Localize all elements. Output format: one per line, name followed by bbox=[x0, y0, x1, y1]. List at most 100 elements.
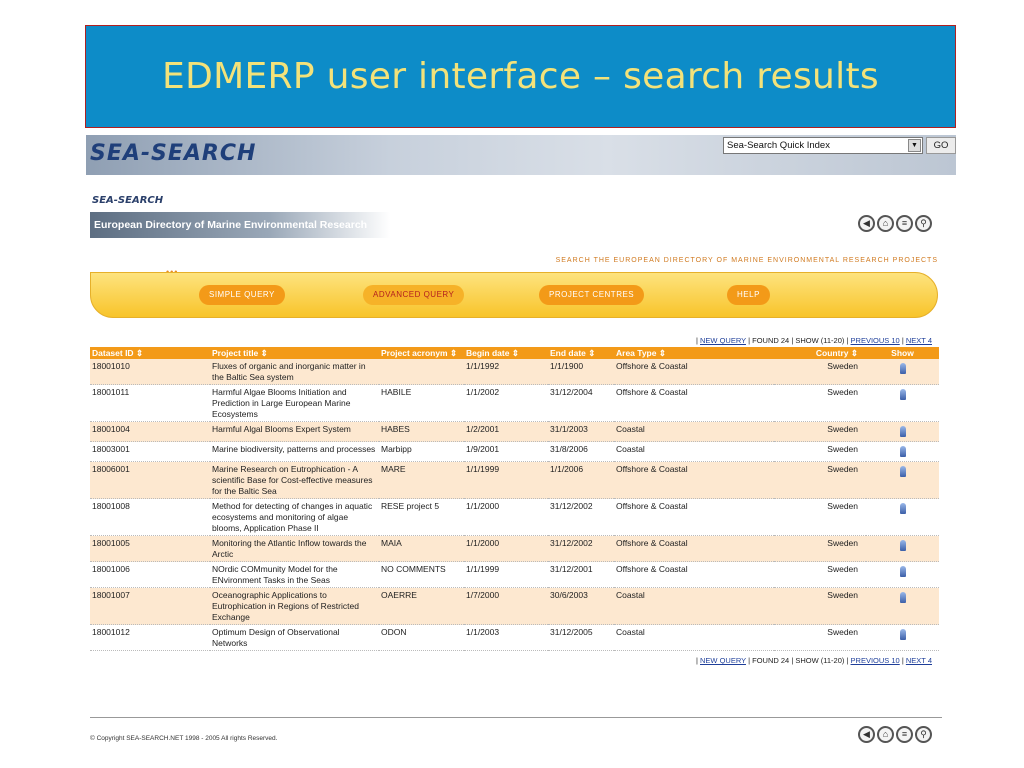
search-icon[interactable]: ⚲ bbox=[915, 215, 932, 232]
cell-end-date: 31/12/2005 bbox=[548, 624, 614, 651]
show-details-icon[interactable] bbox=[899, 540, 906, 551]
cell-area-type: Offshore & Coastal bbox=[614, 535, 774, 562]
table-row: 18001005 Monitoring the Atlantic Inflow t… bbox=[90, 535, 939, 562]
cell-end-date: 31/1/2003 bbox=[548, 421, 614, 442]
next-link[interactable]: NEXT 4 bbox=[905, 656, 932, 665]
menu-project-centres[interactable]: Project centres bbox=[539, 285, 645, 305]
col-area-type[interactable]: Area Type ⇕ bbox=[614, 347, 774, 359]
cell-area-type: Offshore & Coastal bbox=[614, 498, 774, 536]
col-dataset-id[interactable]: Dataset ID ⇕ bbox=[90, 347, 210, 359]
previous-link[interactable]: PREVIOUS 10 bbox=[850, 656, 900, 665]
sea-search-logo[interactable]: SEA-SEARCH bbox=[90, 141, 257, 166]
cell-area-type: Offshore & Coastal bbox=[614, 384, 774, 422]
show-details-icon[interactable] bbox=[899, 389, 906, 400]
col-project-acronym[interactable]: Project acronym ⇕ bbox=[379, 347, 464, 359]
cell-dataset-id: 18003001 bbox=[90, 441, 210, 462]
col-country[interactable]: Country ⇕ bbox=[774, 347, 866, 359]
cell-begin-date: 1/1/2000 bbox=[464, 535, 548, 562]
col-project-title[interactable]: Project title ⇕ bbox=[210, 347, 379, 359]
back-icon[interactable]: ◀ bbox=[858, 215, 875, 232]
show-details-icon[interactable] bbox=[899, 629, 906, 640]
cell-project-acronym bbox=[379, 359, 464, 385]
pager-separator: | bbox=[791, 656, 794, 665]
home-icon[interactable]: ⌂ bbox=[877, 726, 894, 743]
cell-country: Sweden bbox=[774, 384, 866, 422]
table-row: 18001012 Optimum Design of Observational … bbox=[90, 624, 939, 651]
cell-country: Sweden bbox=[774, 498, 866, 536]
slide-title-banner: EDMERP user interface – search results bbox=[85, 25, 956, 128]
main-menu: Simple query Advanced query Project cent… bbox=[90, 272, 938, 318]
pager-separator: | bbox=[695, 336, 698, 345]
cell-show bbox=[866, 535, 939, 562]
show-details-icon[interactable] bbox=[899, 592, 906, 603]
back-icon[interactable]: ◀ bbox=[858, 726, 875, 743]
cell-country: Sweden bbox=[774, 535, 866, 562]
previous-link[interactable]: PREVIOUS 10 bbox=[850, 336, 900, 345]
quick-index-select[interactable]: Sea-Search Quick Index ▼ bbox=[723, 137, 923, 154]
show-details-icon[interactable] bbox=[899, 566, 906, 577]
cell-dataset-id: 18006001 bbox=[90, 461, 210, 499]
cell-end-date: 31/12/2002 bbox=[548, 498, 614, 536]
go-button[interactable]: GO bbox=[926, 137, 956, 154]
cell-country: Sweden bbox=[774, 421, 866, 442]
cell-area-type: Offshore & Coastal bbox=[614, 561, 774, 588]
cell-project-title: Monitoring the Atlantic Inflow towards t… bbox=[210, 535, 379, 562]
cell-begin-date: 1/1/2000 bbox=[464, 498, 548, 536]
cell-dataset-id: 18001005 bbox=[90, 535, 210, 562]
menu-advanced-query[interactable]: Advanced query bbox=[363, 285, 465, 305]
new-query-link[interactable]: NEW QUERY bbox=[700, 336, 746, 345]
cell-show bbox=[866, 384, 939, 422]
cell-country: Sweden bbox=[774, 461, 866, 499]
cell-area-type: Offshore & Coastal bbox=[614, 461, 774, 499]
cell-area-type: Coastal bbox=[614, 441, 774, 462]
cell-project-acronym: HABES bbox=[379, 421, 464, 442]
cell-country: Sweden bbox=[774, 624, 866, 651]
cell-show bbox=[866, 359, 939, 385]
cell-show bbox=[866, 441, 939, 462]
cell-area-type: Coastal bbox=[614, 624, 774, 651]
contents-icon[interactable]: ≡ bbox=[896, 726, 913, 743]
cell-country: Sweden bbox=[774, 359, 866, 385]
cell-project-acronym: NO COMMENTS bbox=[379, 561, 464, 588]
table-row: 18001010 Fluxes of organic and inorganic … bbox=[90, 359, 939, 385]
new-query-link[interactable]: NEW QUERY bbox=[700, 656, 746, 665]
cell-end-date: 30/6/2003 bbox=[548, 587, 614, 625]
home-icon[interactable]: ⌂ bbox=[877, 215, 894, 232]
show-details-icon[interactable] bbox=[899, 363, 906, 374]
cell-area-type: Offshore & Coastal bbox=[614, 359, 774, 385]
tagline: Search the European Directory of Marine … bbox=[555, 257, 938, 264]
cell-area-type: Coastal bbox=[614, 587, 774, 625]
cell-show bbox=[866, 461, 939, 499]
show-details-icon[interactable] bbox=[899, 466, 906, 477]
cell-begin-date: 1/1/1992 bbox=[464, 359, 548, 385]
cell-begin-date: 1/1/1999 bbox=[464, 461, 548, 499]
pager-separator: | bbox=[901, 336, 904, 345]
menu-help[interactable]: Help bbox=[727, 285, 770, 305]
col-begin-date[interactable]: Begin date ⇕ bbox=[464, 347, 548, 359]
dropdown-arrow-icon[interactable]: ▼ bbox=[908, 139, 921, 152]
found-count: FOUND 24 bbox=[752, 336, 790, 345]
cell-end-date: 31/8/2006 bbox=[548, 441, 614, 462]
cell-project-acronym: HABILE bbox=[379, 384, 464, 422]
cell-dataset-id: 18001008 bbox=[90, 498, 210, 536]
nav-icons-top: ◀ ⌂ ≡ ⚲ bbox=[858, 215, 932, 232]
cell-end-date: 1/1/1900 bbox=[548, 359, 614, 385]
cell-show bbox=[866, 561, 939, 588]
col-end-date[interactable]: End date ⇕ bbox=[548, 347, 614, 359]
footer-divider bbox=[90, 717, 942, 718]
show-details-icon[interactable] bbox=[899, 446, 906, 457]
cell-project-title: Harmful Algae Blooms Initiation and Pred… bbox=[210, 384, 379, 422]
results-table: Dataset ID ⇕ Project title ⇕ Project acr… bbox=[90, 347, 939, 651]
directory-title: European Directory of Marine Environment… bbox=[90, 212, 390, 257]
cell-begin-date: 1/1/1999 bbox=[464, 561, 548, 588]
contents-icon[interactable]: ≡ bbox=[896, 215, 913, 232]
cell-project-acronym: MARE bbox=[379, 461, 464, 499]
search-icon[interactable]: ⚲ bbox=[915, 726, 932, 743]
next-link[interactable]: NEXT 4 bbox=[905, 336, 932, 345]
menu-simple-query[interactable]: Simple query bbox=[199, 285, 285, 305]
show-details-icon[interactable] bbox=[899, 503, 906, 514]
cell-begin-date: 1/2/2001 bbox=[464, 421, 548, 442]
table-header-row: Dataset ID ⇕ Project title ⇕ Project acr… bbox=[90, 347, 939, 359]
cell-project-title: Fluxes of organic and inorganic matter i… bbox=[210, 359, 379, 385]
show-details-icon[interactable] bbox=[899, 426, 906, 437]
